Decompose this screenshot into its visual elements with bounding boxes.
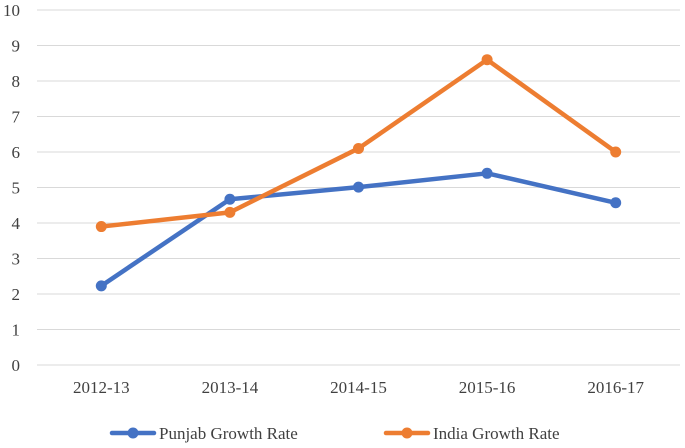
legend-swatch-marker [401, 427, 413, 439]
legend-label: Punjab Growth Rate [159, 424, 298, 443]
series-lines [95, 54, 622, 292]
y-tick-label: 6 [12, 143, 21, 162]
data-point [224, 206, 236, 218]
data-point [610, 197, 622, 209]
y-tick-label: 3 [12, 250, 21, 269]
y-tick-label: 8 [12, 72, 21, 91]
x-tick-label: 2016-17 [587, 378, 644, 397]
data-point [610, 146, 622, 158]
y-tick-label: 5 [12, 179, 21, 198]
y-axis-tick-labels: 0 1 2 3 4 5 6 7 8 9 10 [3, 1, 21, 375]
legend: Punjab Growth Rate India Growth Rate [109, 424, 560, 443]
legend-swatch-marker [127, 427, 139, 439]
x-tick-label: 2012-13 [73, 378, 130, 397]
x-axis-tick-labels: 2012-13 2013-14 2014-15 2015-16 2016-17 [73, 378, 645, 397]
y-tick-label: 7 [12, 108, 21, 127]
series-2 [95, 54, 622, 233]
y-tick-label: 1 [12, 321, 21, 340]
y-tick-label: 9 [12, 37, 21, 56]
data-point [481, 54, 493, 66]
x-tick-label: 2013-14 [202, 378, 259, 397]
data-point [224, 193, 236, 205]
data-point [95, 221, 107, 233]
y-tick-label: 2 [12, 285, 21, 304]
data-point [95, 280, 107, 292]
data-point [353, 142, 364, 154]
y-tick-label: 10 [3, 1, 20, 20]
legend-label: India Growth Rate [433, 424, 560, 443]
x-tick-label: 2014-15 [330, 378, 387, 397]
x-tick-label: 2015-16 [459, 378, 516, 397]
y-tick-label: 0 [12, 356, 21, 375]
y-tick-label: 4 [12, 214, 21, 233]
legend-item-1: Punjab Growth Rate [109, 424, 298, 443]
legend-item-2: India Growth Rate [383, 424, 560, 443]
data-point [481, 167, 493, 179]
series-1 [95, 167, 622, 292]
data-point [353, 181, 364, 193]
